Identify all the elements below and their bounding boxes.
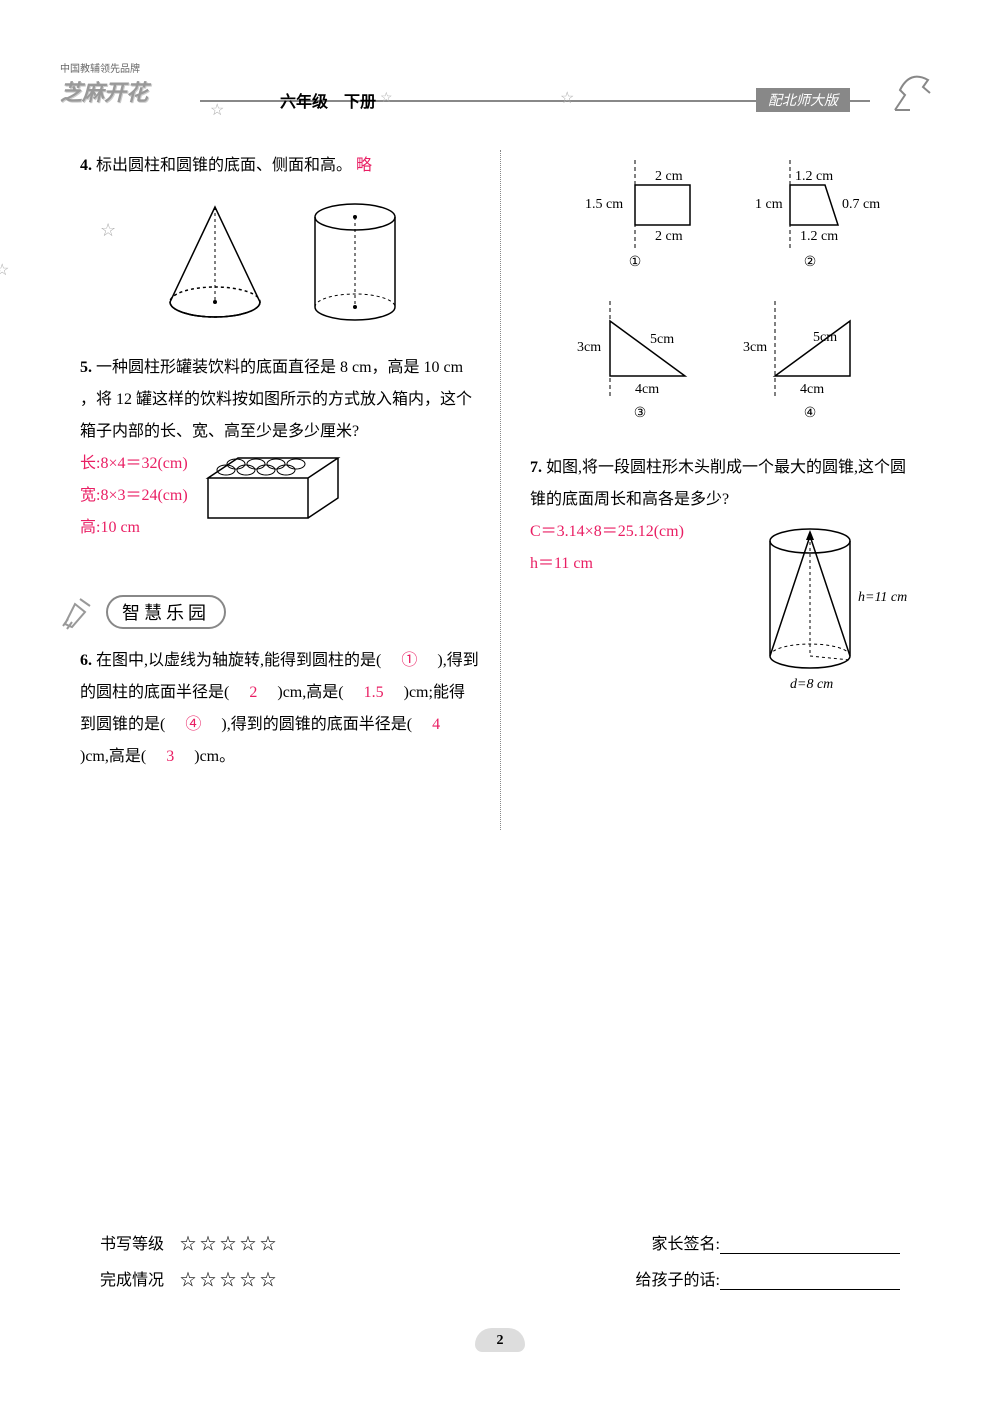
parent-sign: 家长签名:	[652, 1230, 900, 1254]
section-title: 智慧乐园	[106, 595, 226, 629]
q6-ans2: 2	[233, 684, 273, 701]
logo-title: 芝麻开花	[60, 75, 200, 107]
q6-part: ),得到的圆锥的底面半径是(	[221, 716, 412, 733]
q7-text: 如图,将一段圆柱形木头削成一个最大的圆锥,这个圆锥的底面周长和高各是多少?	[530, 459, 906, 508]
completion: 完成情况 ☆ ☆ ☆ ☆ ☆	[100, 1266, 276, 1290]
q6-ans1: ①	[385, 652, 433, 669]
svg-text:2 cm: 2 cm	[655, 229, 683, 244]
question-7: 7. 如图,将一段圆柱形木头削成一个最大的圆锥,这个圆锥的底面周长和高各是多少?…	[530, 452, 920, 696]
svg-text:h=11 cm: h=11 cm	[858, 590, 907, 605]
signature-line[interactable]	[720, 1236, 900, 1254]
star-icon: ☆	[560, 88, 574, 108]
message-line[interactable]	[720, 1272, 900, 1290]
q6-part: )cm。	[194, 748, 235, 765]
shape-1: 2 cm 1.5 cm 2 cm ①	[560, 160, 710, 271]
q4-answer: 略	[356, 157, 372, 174]
page-header: 中国教辅领先品牌 芝麻开花 ☆ 六年级 下册 ☆ ☆ 配北师大版	[60, 70, 940, 130]
q7-number: 7.	[530, 459, 542, 476]
shape-1-label: ①	[560, 254, 710, 271]
star-icon: ☆	[0, 260, 9, 280]
column-divider	[500, 150, 501, 830]
star-icon: ☆	[100, 220, 116, 241]
section-header: 智慧乐园	[60, 594, 226, 630]
shapes-row-2: 3cm 5cm 4cm ③ 3cm 5cm 4cm ④	[530, 301, 920, 422]
shape-2-label: ②	[730, 254, 890, 271]
shapes-row-1: 2 cm 1.5 cm 2 cm ① 1.2 cm 1 cm 0.7 cm 1.…	[530, 160, 920, 271]
shape-3: 3cm 5cm 4cm ③	[565, 301, 715, 422]
svg-text:5cm: 5cm	[650, 332, 674, 347]
shape-4: 3cm 5cm 4cm ④	[735, 301, 885, 422]
svg-text:1.5 cm: 1.5 cm	[585, 197, 623, 212]
q6-number: 6.	[80, 652, 92, 669]
cone-figure	[150, 192, 280, 332]
question-6: 6. 在图中,以虚线为轴旋转,能得到圆柱的是( ① ),得到的圆柱的底面半径是(…	[60, 645, 480, 773]
left-column: ☆ 4. 标出圆柱和圆锥的底面、侧面和高。 略	[60, 150, 480, 793]
svg-text:5cm: 5cm	[813, 330, 837, 345]
logo-subtitle: 中国教辅领先品牌	[60, 60, 200, 75]
svg-text:4cm: 4cm	[635, 382, 659, 397]
q4-number: 4.	[80, 157, 92, 174]
q6-part: )cm,高是(	[277, 684, 343, 701]
q6-ans6: 3	[150, 748, 190, 765]
q6-ans4: ④	[169, 716, 217, 733]
page-number: 2	[475, 1328, 525, 1352]
question-4: 4. 标出圆柱和圆锥的底面、侧面和高。 略	[60, 150, 480, 332]
svg-text:1 cm: 1 cm	[755, 197, 783, 212]
svg-text:4cm: 4cm	[800, 382, 824, 397]
q7-ans-c: C＝3.14×8＝25.12(cm)	[530, 516, 740, 548]
q7-ans-h: h＝11 cm	[530, 548, 740, 580]
writing-grade: 书写等级 ☆ ☆ ☆ ☆ ☆	[100, 1230, 276, 1254]
star-icon: ☆	[380, 90, 393, 107]
logo: 中国教辅领先品牌 芝麻开花	[60, 60, 200, 120]
star-icon: ☆	[210, 100, 224, 120]
svg-text:1.2 cm: 1.2 cm	[800, 229, 838, 244]
page-footer: 书写等级 ☆ ☆ ☆ ☆ ☆ 家长签名: 完成情况 ☆ ☆ ☆ ☆ ☆ 给孩子的…	[100, 1230, 900, 1302]
stars: ☆ ☆ ☆ ☆ ☆	[180, 1272, 276, 1289]
edition-badge: 配北师大版	[756, 88, 850, 112]
q5-text: 一种圆柱形罐装饮料的底面直径是 8 cm，高是 10 cm ，将 12 罐这样的…	[80, 359, 472, 440]
shape-4-label: ④	[735, 405, 885, 422]
shape-3-label: ③	[565, 405, 715, 422]
q5-ans-length: 长:8×4＝32(cm)	[80, 448, 188, 480]
grade-label: 六年级 下册	[280, 88, 376, 112]
shape-2: 1.2 cm 1 cm 0.7 cm 1.2 cm ②	[730, 160, 890, 271]
svg-text:2 cm: 2 cm	[655, 169, 683, 184]
q5-ans-width: 宽:8×3＝24(cm)	[80, 480, 188, 512]
q6-part: )cm,高是(	[80, 748, 146, 765]
rocket-icon	[60, 594, 100, 630]
question-5: 5. 一种圆柱形罐装饮料的底面直径是 8 cm，高是 10 cm ，将 12 罐…	[60, 352, 480, 544]
svg-text:1.2 cm: 1.2 cm	[795, 169, 833, 184]
q7-figure: h=11 cm d=8 cm	[750, 516, 920, 696]
right-column: 2 cm 1.5 cm 2 cm ① 1.2 cm 1 cm 0.7 cm 1.…	[500, 150, 920, 793]
svg-text:3cm: 3cm	[577, 340, 601, 355]
q4-text: 标出圆柱和圆锥的底面、侧面和高。	[96, 157, 352, 174]
cylinder-figure	[300, 192, 410, 332]
message-to-child: 给孩子的话:	[636, 1266, 900, 1290]
svg-text:d=8 cm: d=8 cm	[790, 677, 833, 692]
q5-number: 5.	[80, 359, 92, 376]
lamp-icon	[890, 65, 940, 115]
q6-part: 在图中,以虚线为轴旋转,能得到圆柱的是(	[96, 652, 381, 669]
box-figure	[198, 448, 348, 528]
stars: ☆ ☆ ☆ ☆ ☆	[180, 1236, 276, 1253]
svg-text:0.7 cm: 0.7 cm	[842, 197, 880, 212]
q5-ans-height: 高:10 cm	[80, 512, 188, 544]
q4-figures	[80, 192, 480, 332]
q6-ans5: 4	[416, 716, 456, 733]
svg-text:3cm: 3cm	[743, 340, 767, 355]
q6-ans3: 1.5	[348, 684, 400, 701]
